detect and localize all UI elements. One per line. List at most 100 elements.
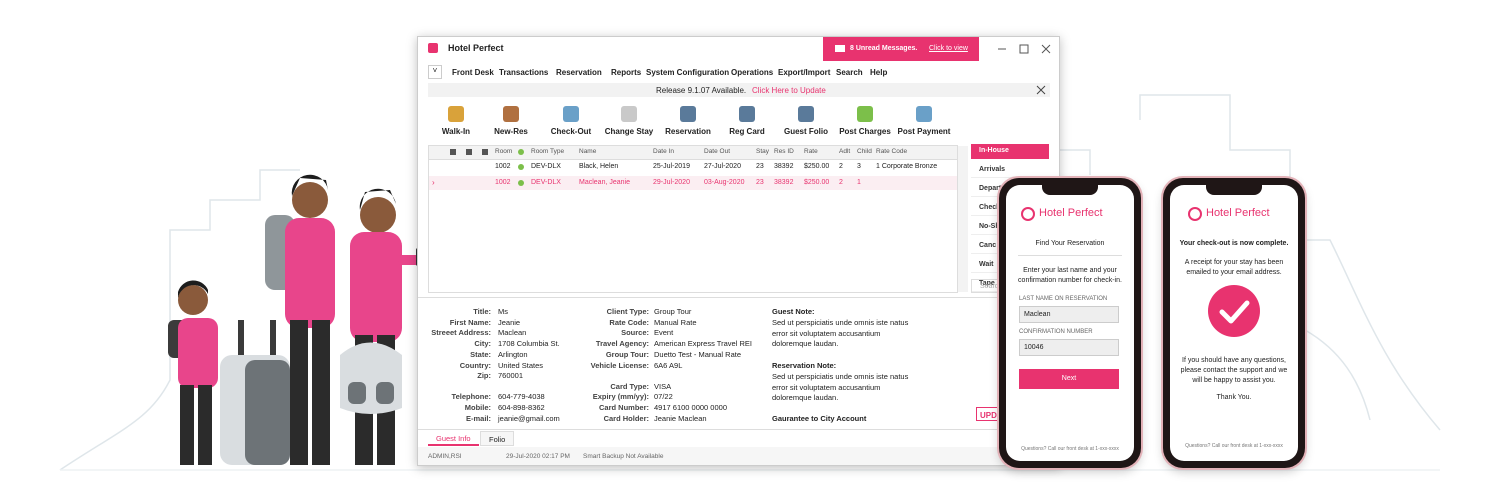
tab[interactable]: Guest Info: [428, 431, 479, 446]
grid-cell[interactable]: 1: [857, 179, 861, 186]
toolbar-icon[interactable]: [680, 106, 696, 122]
grid-cell[interactable]: 2: [839, 163, 843, 170]
toolbar-button[interactable]: Change Stay: [604, 127, 654, 136]
grid-cell[interactable]: 38392: [774, 179, 794, 186]
scrollbar[interactable]: [958, 146, 968, 292]
check-icon: [1208, 285, 1260, 337]
field-value: Group Tour: [654, 307, 692, 316]
grid-cell[interactable]: 23: [756, 163, 764, 170]
field-value: 07/22: [654, 392, 673, 402]
footer: Questions? Call our front desk at 1-xxx-…: [1021, 446, 1119, 452]
grid-cell[interactable]: DEV-DLX: [531, 163, 561, 170]
status-item: Smart Backup Not Available: [583, 453, 664, 460]
status-item: 29-Jul-2020 02:17 PM: [506, 453, 570, 460]
field-label: City:: [474, 339, 491, 349]
note-title: Guest Note:: [772, 307, 815, 316]
toolbar-icon[interactable]: [857, 106, 873, 122]
grid-cell[interactable]: 29-Jul-2020: [653, 179, 690, 186]
field-label: E-mail:: [465, 413, 491, 423]
toolbar-button[interactable]: Walk-In: [441, 127, 471, 136]
toolbar-button[interactable]: Post Charges: [839, 127, 891, 136]
last-name-input[interactable]: Maclean: [1019, 306, 1119, 323]
side-tab[interactable]: In-House: [971, 144, 1049, 159]
grid-cell[interactable]: $250.00: [804, 163, 830, 170]
mail-icon: [835, 45, 845, 52]
grid-cell[interactable]: 1002: [495, 163, 511, 170]
grid-cell[interactable]: Maclean, Jeanie: [579, 179, 630, 186]
toolbar-button[interactable]: New-Res: [494, 127, 528, 136]
grid-cell[interactable]: $250.00: [804, 179, 830, 186]
phone-screen: Hotel Perfect Find Your Reservation Ente…: [1006, 185, 1134, 461]
phone-checkin: Hotel Perfect Find Your Reservation Ente…: [999, 178, 1141, 468]
toolbar-button[interactable]: Reservation: [665, 127, 711, 136]
grid-cell[interactable]: 23: [756, 179, 764, 186]
field-label: Group Tour:: [605, 349, 649, 359]
side-tab[interactable]: Arrivals: [971, 163, 1049, 178]
field-label: Client Type:: [606, 307, 649, 316]
window-controls[interactable]: [996, 43, 1056, 55]
grid-cell[interactable]: 38392: [774, 163, 794, 170]
instructions: Enter your last name and your confirmati…: [1018, 267, 1122, 284]
field-label: Telephone:: [451, 392, 491, 402]
phone-checkout: Hotel Perfect Your check-out is now comp…: [1163, 178, 1305, 468]
grid-cell[interactable]: 03-Aug-2020: [704, 179, 745, 186]
menu-toggle[interactable]: ˅: [428, 65, 442, 79]
message-link[interactable]: Click to view: [929, 45, 968, 52]
toolbar-icon[interactable]: [798, 106, 814, 122]
message-count: 8 Unread Messages.: [850, 45, 918, 52]
grid-cell[interactable]: 1 Corporate Bronze: [876, 163, 938, 170]
field-label: Card Type:: [610, 381, 649, 391]
toolbar-icon[interactable]: [621, 106, 637, 122]
release-close[interactable]: [1036, 85, 1046, 95]
message-banner[interactable]: 8 Unread Messages. Click to view: [823, 37, 979, 61]
note-line: doloremque laudan.: [772, 339, 839, 349]
confirmation-input[interactable]: 10046: [1019, 339, 1119, 356]
guarantee: Gaurantee to City Account: [772, 414, 867, 423]
note-line: error sit voluptatem accusantium: [772, 328, 881, 338]
menu-item[interactable]: Front Desk: [452, 68, 494, 77]
menu-item[interactable]: Operations: [731, 68, 774, 77]
app-window: Hotel Perfect 8 Unread Messages. Click t…: [417, 36, 1060, 466]
toolbar-button[interactable]: Reg Card: [729, 127, 765, 136]
note-line: error sit voluptatem accusantium: [772, 382, 881, 392]
window-title: Hotel Perfect: [448, 43, 504, 53]
grid-cell[interactable]: 2: [839, 179, 843, 186]
menu-item[interactable]: Reservation: [556, 68, 602, 77]
menu-item[interactable]: System Configuration: [646, 68, 730, 77]
grid-cell[interactable]: DEV-DLX: [531, 179, 561, 186]
toolbar-icon[interactable]: [916, 106, 932, 122]
field-value: 604-898-8362: [498, 403, 545, 413]
toolbar-button[interactable]: Guest Folio: [784, 127, 828, 136]
row-pointer[interactable]: ›: [432, 178, 435, 187]
grid-cell[interactable]: 3: [857, 163, 861, 170]
field-label: Card Holder:: [603, 413, 649, 423]
toolbar-button[interactable]: Check-Out: [550, 127, 592, 136]
grid-cell[interactable]: 27-Jul-2020: [704, 163, 741, 170]
menu-item[interactable]: Transactions: [499, 68, 549, 77]
menu-item[interactable]: Help: [870, 68, 888, 77]
tab[interactable]: Folio: [480, 431, 515, 446]
questions-text: If you should have any questions, please…: [1180, 357, 1288, 384]
grid-cell[interactable]: 1002: [495, 179, 511, 186]
grid-cell[interactable]: 25-Jul-2019: [653, 163, 690, 170]
grid-cell[interactable]: Black, Helen: [579, 163, 619, 170]
next-button[interactable]: Next: [1019, 369, 1119, 389]
toolbar-icon[interactable]: [503, 106, 519, 122]
toolbar-button[interactable]: Post Payment: [897, 127, 951, 136]
column-header: Rate Code: [876, 148, 908, 155]
notch: [1042, 185, 1098, 195]
field-value: 604-779-4038: [498, 392, 545, 402]
toolbar-icon[interactable]: [563, 106, 579, 122]
menu-item[interactable]: Search: [836, 68, 863, 77]
selected-row[interactable]: [429, 176, 957, 190]
menu-item[interactable]: Reports: [611, 68, 642, 77]
release-link[interactable]: Click Here to Update: [752, 86, 826, 95]
footer: Questions? Call our front desk at 1-xxx-…: [1185, 443, 1283, 449]
field-value: Maclean: [498, 328, 527, 338]
field-value: Arlington: [498, 349, 528, 359]
menu-item[interactable]: Export/Import: [778, 68, 831, 77]
toolbar-icon[interactable]: [739, 106, 755, 122]
app-icon: [428, 43, 438, 53]
toolbar-icon[interactable]: [448, 106, 464, 122]
